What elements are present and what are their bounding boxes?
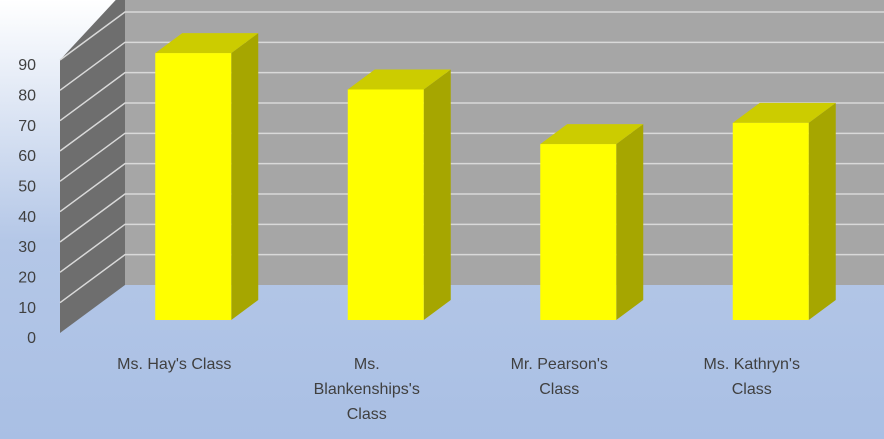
- y-tick-label: 90: [18, 57, 36, 74]
- y-tick-label: 30: [18, 239, 36, 256]
- x-tick-label: Ms. Hay's Class: [117, 356, 232, 373]
- bar: [347, 89, 424, 320]
- x-tick-label: Ms. Kathryn's Class: [703, 356, 800, 398]
- bar: [732, 122, 809, 320]
- grid-line: [59, 11, 884, 61]
- bar-top: [540, 124, 644, 145]
- y-tick-label: 80: [18, 88, 36, 105]
- bar-top: [155, 33, 259, 54]
- grid-line: [59, 102, 884, 152]
- x-tick-label: Ms. Blankenships's Class: [313, 356, 420, 423]
- bar: [540, 144, 617, 320]
- back-wall: [125, 0, 884, 285]
- side-wall: [60, 0, 125, 333]
- y-tick-label: 0: [27, 330, 36, 347]
- y-tick-label: 10: [18, 300, 36, 317]
- bar-side: [423, 69, 451, 320]
- bar-side: [808, 102, 836, 320]
- y-tick-label: 70: [18, 118, 36, 135]
- y-tick-label: 40: [18, 209, 36, 226]
- grid-line: [59, 41, 884, 91]
- bar-top: [347, 69, 451, 90]
- bar-side: [231, 33, 259, 321]
- y-tick-label: 60: [18, 148, 36, 165]
- bar: [155, 53, 232, 321]
- y-tick-label: 20: [18, 270, 36, 287]
- y-tick-label: 50: [18, 179, 36, 196]
- grid-line: [59, 71, 884, 122]
- x-tick-label: Mr. Pearson's Class: [510, 356, 608, 398]
- bar-side: [616, 124, 644, 320]
- bar-top: [732, 102, 836, 123]
